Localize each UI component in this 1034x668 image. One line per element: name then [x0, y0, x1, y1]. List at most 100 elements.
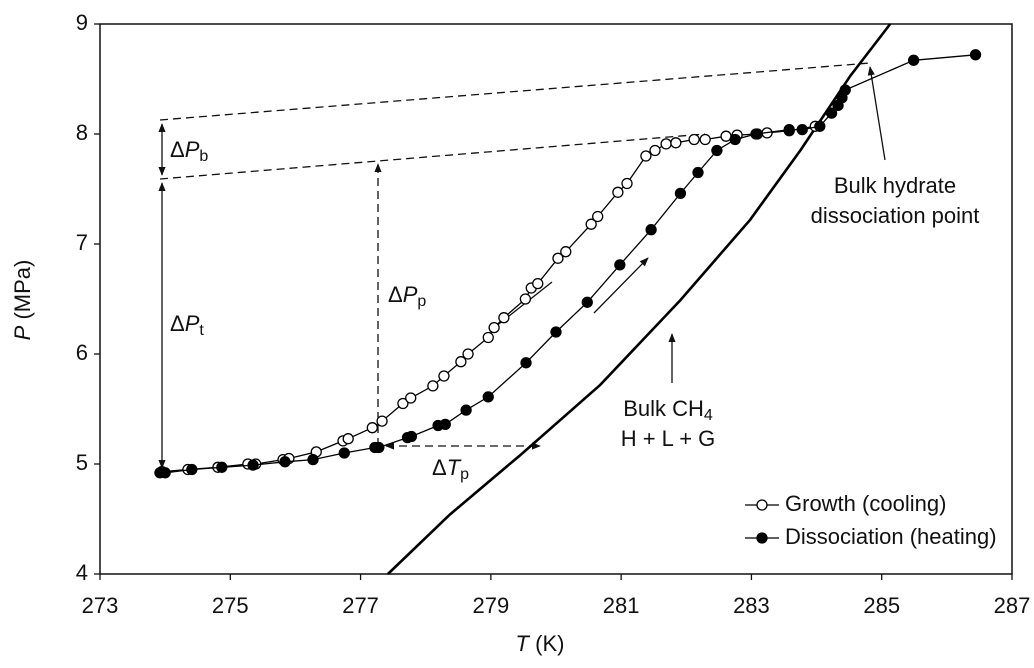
data-point: [159, 467, 171, 479]
annotation-text: Δ: [170, 311, 185, 336]
data-point: [581, 296, 593, 308]
x-tick-label: 283: [733, 593, 770, 618]
series-line: [159, 54, 976, 474]
data-point: [438, 370, 450, 382]
data-point: [729, 133, 741, 146]
reference-line: [159, 133, 706, 180]
data-point: [585, 218, 597, 230]
plot-frame: [99, 23, 1013, 575]
arrow: [867, 66, 886, 161]
legend-label: Growth (cooling): [785, 491, 946, 516]
data-point: [699, 133, 711, 146]
legend-marker: [756, 532, 768, 544]
annotation-text: p: [417, 293, 426, 310]
annotation: Bulk hydrate: [834, 173, 956, 198]
annotation-text: P: [185, 137, 200, 162]
bulk-curve: [387, 23, 892, 575]
data-point: [488, 321, 500, 334]
data-point: [750, 128, 762, 140]
annotation-text: Δ: [432, 455, 447, 480]
x-axis-symbol: T: [516, 631, 531, 656]
y-tick-label: 9: [76, 10, 88, 35]
annotation-text: p: [460, 466, 469, 483]
data-point: [969, 49, 982, 61]
data-point: [532, 277, 544, 290]
data-point: [366, 422, 378, 434]
data-point: [825, 107, 838, 119]
data-point: [498, 312, 510, 324]
arrow: [593, 257, 649, 314]
data-point: [376, 415, 388, 427]
data-point: [796, 123, 808, 136]
data-point: [614, 259, 626, 271]
data-point: [338, 447, 350, 459]
annotation-text: Δ: [388, 282, 403, 307]
annotation-text: 4: [704, 407, 713, 424]
legend-label: Dissociation (heating): [785, 524, 997, 549]
x-tick-label: 275: [212, 593, 249, 618]
x-tick-label: 273: [82, 593, 119, 618]
x-tick-label: 285: [863, 593, 900, 618]
reference-line: [159, 62, 871, 121]
data-point: [427, 380, 439, 392]
annotation-text: P: [403, 282, 418, 307]
data-point: [397, 397, 409, 410]
series-line: [161, 125, 816, 473]
data-point: [814, 120, 826, 132]
y-tick-label: 5: [76, 450, 88, 475]
annotation: ΔPb: [170, 137, 208, 165]
data-point: [550, 326, 562, 338]
y-tick-label: 7: [76, 230, 88, 255]
data-point: [373, 441, 385, 454]
data-point: [186, 463, 198, 476]
data-point: [688, 133, 700, 146]
data-point: [279, 456, 291, 468]
data-point: [783, 123, 795, 136]
x-axis-unit: (K): [535, 631, 564, 656]
annotation-text: t: [199, 322, 204, 339]
y-tick-label: 8: [76, 120, 88, 145]
data-point: [660, 138, 672, 150]
data-point: [460, 404, 472, 416]
data-point: [462, 348, 474, 360]
data-point: [519, 293, 532, 305]
data-point: [560, 246, 572, 258]
data-point: [612, 186, 624, 198]
data-point: [592, 210, 604, 223]
annotation-text: b: [199, 148, 208, 165]
data-point: [405, 392, 417, 404]
data-point: [482, 391, 494, 403]
annotation: ΔPt: [170, 311, 204, 339]
legend-marker: [756, 499, 768, 511]
data-point: [552, 252, 564, 264]
data-point: [640, 150, 652, 162]
data-point: [674, 187, 687, 200]
data-point: [247, 459, 259, 471]
data-point: [342, 433, 354, 445]
data-point: [216, 461, 228, 473]
y-axis-symbol: P: [10, 325, 35, 340]
x-tick-label: 287: [994, 593, 1031, 618]
annotation-text: Δ: [170, 137, 185, 162]
data-point: [520, 357, 532, 369]
data-point: [649, 144, 661, 157]
y-axis-unit: (MPa): [10, 260, 35, 320]
data-point: [307, 453, 319, 466]
annotation: Bulk CH4: [623, 396, 713, 424]
data-point: [907, 54, 920, 66]
data-point: [645, 224, 657, 236]
data-point: [839, 84, 851, 96]
annotation: ΔTp: [432, 455, 469, 483]
annotation: dissociation point: [811, 203, 980, 228]
annotation-text: P: [185, 311, 200, 336]
x-tick-label: 277: [342, 593, 379, 618]
data-point: [455, 356, 467, 368]
data-point: [405, 430, 418, 443]
y-tick-label: 6: [76, 340, 88, 365]
data-point: [670, 137, 682, 149]
data-point: [439, 418, 451, 431]
x-axis-label: T (K): [516, 631, 565, 656]
y-axis-label: P (MPa): [10, 260, 35, 341]
arrow: [489, 281, 553, 332]
